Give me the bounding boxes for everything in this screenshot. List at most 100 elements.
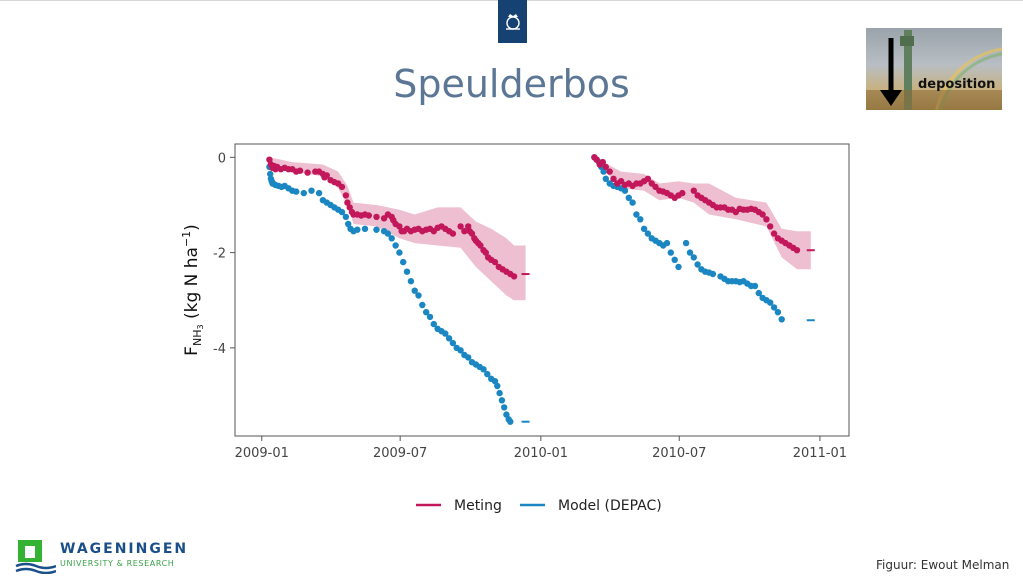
legend-label: Meting <box>454 498 502 514</box>
meting-point <box>491 258 499 266</box>
model-point <box>767 299 774 306</box>
meting-point <box>679 189 686 197</box>
meting-point <box>482 249 489 256</box>
meting-point <box>465 223 472 230</box>
model-point <box>267 170 274 178</box>
wur-subtitle: UNIVERSITY & RESEARCH <box>60 559 175 568</box>
y-tick-label: 0 <box>218 151 226 166</box>
plot-panel <box>234 143 850 437</box>
model-point <box>388 235 395 242</box>
meting-point <box>767 223 774 230</box>
model-point <box>484 370 491 378</box>
model-point <box>682 239 690 247</box>
government-emblem-icon <box>498 0 527 43</box>
model-point <box>621 187 629 194</box>
model-point <box>507 418 514 425</box>
meting-point <box>690 187 697 194</box>
model-point <box>675 263 682 271</box>
x-tick-label: 2009-01 <box>235 446 289 461</box>
meting-point <box>510 273 518 280</box>
model-point <box>293 188 300 195</box>
model-point <box>430 320 437 328</box>
meting-point <box>477 242 484 249</box>
y-axis-label: FNH3 (kg N ha−1) <box>180 224 205 356</box>
model-point <box>407 278 415 285</box>
model-point <box>774 309 782 316</box>
model-point <box>501 404 508 411</box>
meting-point <box>342 192 350 199</box>
model-point <box>419 301 426 309</box>
model-point <box>449 339 457 347</box>
meting-point <box>770 230 778 237</box>
model-point <box>457 347 464 354</box>
meting-point <box>266 156 273 163</box>
down-arrow-icon <box>880 38 902 106</box>
model-point <box>770 304 778 311</box>
model-point <box>625 194 632 201</box>
model-point <box>338 208 346 216</box>
meting-point <box>644 175 652 182</box>
model-point <box>480 366 487 373</box>
meting-point <box>323 172 330 179</box>
model-point <box>342 213 350 221</box>
meting-point <box>606 168 613 175</box>
x-tick-label: 2010-07 <box>652 446 706 461</box>
meting-point <box>599 158 606 166</box>
model-point <box>415 292 422 299</box>
model-point <box>445 335 453 342</box>
model-point <box>308 187 315 194</box>
model-point <box>361 225 369 232</box>
model-point <box>354 226 361 233</box>
y-tick-label: -2 <box>213 247 226 262</box>
x-tick-label: 2009-07 <box>373 446 427 461</box>
meting-point <box>338 183 346 191</box>
meting-point <box>610 175 617 182</box>
model-point <box>396 249 403 256</box>
model-point <box>709 270 717 278</box>
model-point <box>686 249 694 256</box>
meting-point <box>457 223 464 230</box>
y-tick-label: -4 <box>213 342 226 357</box>
model-point <box>392 242 399 249</box>
model-point <box>671 256 678 263</box>
model-point <box>315 189 323 197</box>
meting-point <box>602 163 609 171</box>
model-point <box>667 249 674 256</box>
model-point <box>384 230 392 237</box>
meting-point <box>593 156 600 163</box>
model-point <box>423 309 430 316</box>
x-tick-label: 2010-01 <box>514 446 568 461</box>
legend-label: Model (DEPAC) <box>558 498 662 514</box>
meting-point <box>449 230 457 237</box>
x-tick-label: 2011-01 <box>793 446 847 461</box>
deposition-label: deposition <box>918 77 996 92</box>
model-point <box>494 382 501 390</box>
legend: Meting Model (DEPAC) <box>416 498 662 514</box>
meting-point <box>461 228 468 235</box>
model-point <box>373 226 380 233</box>
model-point <box>690 254 697 261</box>
model-point <box>663 239 671 247</box>
model-point <box>300 189 307 197</box>
model-point <box>778 316 785 323</box>
wur-logo-icon <box>15 540 56 574</box>
meting-point <box>365 212 372 219</box>
model-point <box>465 354 472 361</box>
model-point <box>496 389 503 397</box>
meting-point <box>759 211 766 218</box>
deposition-photo: deposition <box>866 28 1002 110</box>
wur-name: WAGENINGEN <box>60 541 189 557</box>
meting-point <box>396 223 403 230</box>
meting-point <box>344 199 351 206</box>
model-point <box>633 211 640 218</box>
figure-credit: Figuur: Ewout Melman <box>876 558 1010 572</box>
model-point <box>751 282 759 290</box>
slide-title: Speulderbos <box>393 62 630 106</box>
model-point <box>637 216 644 223</box>
model-point <box>403 268 411 275</box>
model-point <box>602 175 609 182</box>
model-point <box>644 230 652 237</box>
model-point <box>442 330 449 337</box>
model-point <box>426 313 434 321</box>
